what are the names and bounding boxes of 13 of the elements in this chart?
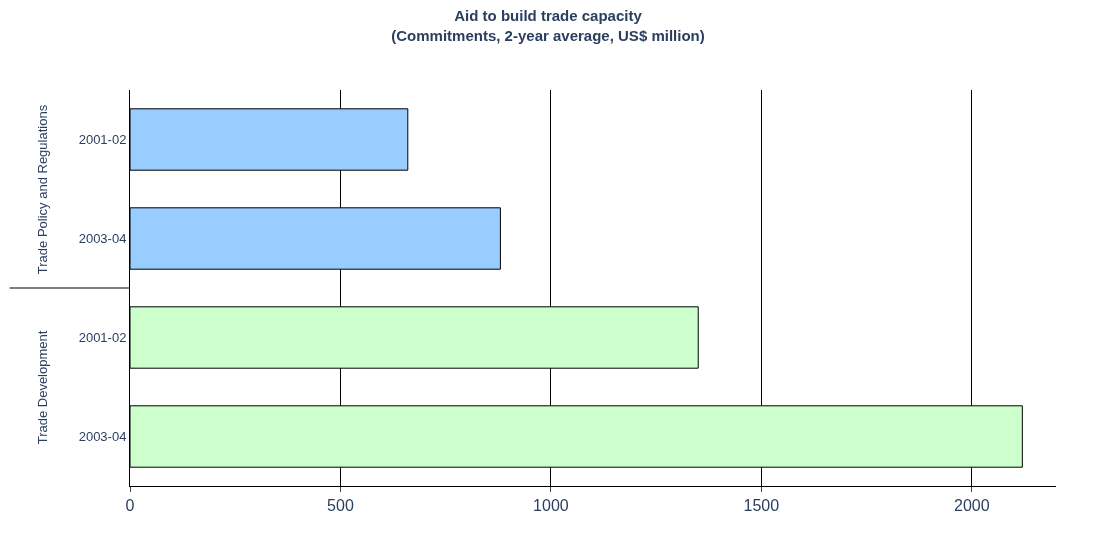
x-tick-label: 2000 (954, 497, 990, 515)
y-tick-label: 2001-02 (78, 330, 127, 346)
y-tick-label: 2003-04 (78, 231, 127, 247)
chart-subtitle: (Commitments, 2-year average, US$ million) (391, 26, 705, 44)
x-tick-label: 0 (125, 497, 135, 515)
y-tick-label: 2001-02 (78, 132, 127, 148)
text: Trade Development (35, 330, 51, 445)
y-tick-label: 2003-04 (78, 429, 127, 445)
x-tick-label: 1000 (533, 497, 569, 515)
chart-title: Aid to build trade capacity (454, 7, 643, 25)
text: Trade Policy and Regulations (35, 104, 51, 275)
x-tick-label: 1500 (743, 497, 780, 515)
x-tick-label: 500 (327, 497, 354, 515)
